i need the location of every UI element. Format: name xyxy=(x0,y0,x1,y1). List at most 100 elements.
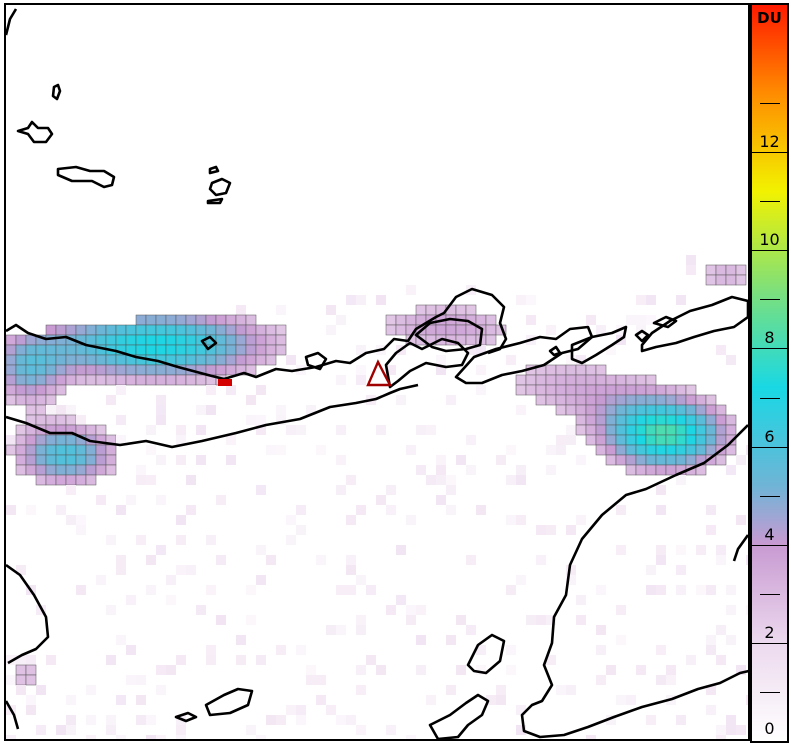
so2-cell xyxy=(406,285,416,295)
so2-cell xyxy=(176,435,186,445)
so2-cell xyxy=(346,555,356,565)
so2-cell xyxy=(715,274,727,286)
so2-cell xyxy=(115,334,127,346)
so2-cell xyxy=(155,314,167,326)
so2-cell xyxy=(635,434,647,446)
so2-cell xyxy=(296,715,306,725)
so2-cell xyxy=(725,414,737,426)
so2-cell xyxy=(276,415,286,425)
so2-cell xyxy=(126,645,136,655)
so2-cell xyxy=(675,414,687,426)
so2-cell xyxy=(605,444,617,456)
so2-cell xyxy=(85,454,97,466)
so2-cell xyxy=(746,695,748,705)
so2-cell xyxy=(645,404,657,416)
so2-cell xyxy=(75,374,87,386)
so2-cell xyxy=(26,505,36,515)
so2-cell xyxy=(506,475,516,485)
so2-cell xyxy=(725,444,737,456)
so2-cell xyxy=(645,434,657,446)
so2-cell xyxy=(675,434,687,446)
so2-cell xyxy=(695,444,707,456)
so2-cell xyxy=(706,635,716,645)
so2-cell xyxy=(656,675,666,685)
so2-cell xyxy=(506,515,516,525)
so2-cell xyxy=(45,394,57,406)
so2-cell xyxy=(646,315,656,325)
so2-cell xyxy=(565,374,577,386)
so2-cell xyxy=(6,384,17,396)
coastline-island xyxy=(204,687,254,717)
so2-cell xyxy=(446,635,456,645)
so2-cell xyxy=(215,344,227,356)
so2-cell xyxy=(676,295,686,305)
so2-cell xyxy=(575,424,587,436)
so2-cell xyxy=(586,315,596,325)
so2-cell xyxy=(706,645,716,655)
so2-cell xyxy=(685,404,697,416)
so2-cell xyxy=(456,455,466,465)
so2-cell xyxy=(736,665,746,675)
so2-cell xyxy=(705,274,717,286)
so2-cell xyxy=(6,344,17,356)
so2-cell xyxy=(25,384,37,396)
so2-cell xyxy=(145,324,157,336)
so2-cell xyxy=(156,545,166,555)
so2-cell xyxy=(115,364,127,376)
so2-cell xyxy=(156,395,166,405)
so2-cell xyxy=(525,374,537,386)
so2-cell xyxy=(675,454,687,466)
so2-cell xyxy=(635,464,647,476)
so2-cell xyxy=(655,384,667,396)
so2-cell xyxy=(715,414,727,426)
so2-cell xyxy=(736,725,746,735)
so2-cell xyxy=(556,445,566,455)
so2-cell xyxy=(85,474,97,486)
so2-cell xyxy=(185,324,197,336)
so2-cell xyxy=(675,424,687,436)
so2-cell xyxy=(26,655,36,665)
so2-cell xyxy=(55,454,67,466)
so2-cell xyxy=(26,705,36,715)
so2-cell xyxy=(35,454,47,466)
so2-cell xyxy=(575,404,587,416)
so2-cell xyxy=(175,324,187,336)
so2-cell xyxy=(166,575,176,585)
so2-cell xyxy=(255,344,267,356)
so2-cell xyxy=(25,444,37,456)
so2-cell xyxy=(605,434,617,446)
so2-cell xyxy=(55,354,67,366)
so2-cell xyxy=(165,314,177,326)
coastline-island xyxy=(570,325,628,365)
so2-cell xyxy=(615,374,627,386)
so2-cell xyxy=(46,405,56,415)
so2-cell xyxy=(655,424,667,436)
so2-cell xyxy=(566,435,576,445)
so2-cell xyxy=(135,324,147,336)
so2-cell xyxy=(446,685,456,695)
colorbar-tick-label: 2 xyxy=(764,622,775,642)
so2-cell xyxy=(6,735,16,739)
so2-cell xyxy=(675,444,687,456)
so2-cell xyxy=(246,725,256,735)
so2-cell xyxy=(456,665,466,675)
so2-cell xyxy=(695,414,707,426)
so2-cell xyxy=(356,685,366,695)
so2-cell xyxy=(506,645,516,655)
so2-cell xyxy=(665,464,677,476)
so2-cell xyxy=(116,555,126,565)
so2-cell xyxy=(676,585,686,595)
so2-cell xyxy=(625,444,637,456)
so2-cell xyxy=(306,675,316,685)
so2-cell xyxy=(595,434,607,446)
so2-cell xyxy=(296,505,306,515)
so2-cell xyxy=(565,384,577,396)
so2-cell xyxy=(406,735,416,739)
so2-cell xyxy=(206,655,216,665)
so2-cell xyxy=(625,454,637,466)
map-area[interactable] xyxy=(4,3,750,741)
so2-cell xyxy=(525,384,537,396)
so2-cell xyxy=(286,355,296,365)
so2-cell xyxy=(36,725,46,735)
so2-cell xyxy=(45,464,57,476)
